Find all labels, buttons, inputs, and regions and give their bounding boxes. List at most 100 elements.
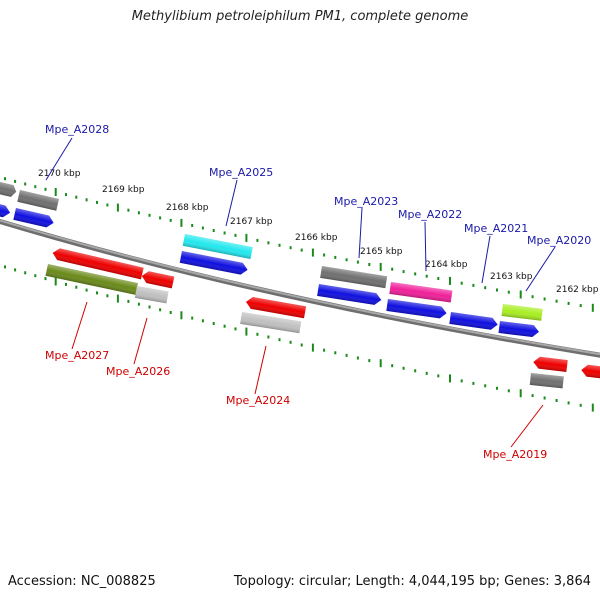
gene-label[interactable]: Mpe_A2023 (334, 195, 398, 208)
backbone (0, 218, 600, 358)
minor-tick (267, 241, 270, 245)
minor-tick (531, 394, 534, 398)
minor-tick (507, 389, 510, 393)
minor-tick (507, 290, 510, 294)
major-tick (591, 403, 594, 412)
gene-label[interactable]: Mpe_A2027 (45, 349, 109, 362)
major-tick (379, 262, 382, 271)
major-tick (116, 294, 119, 303)
major-tick (449, 276, 451, 285)
gene-arrow[interactable] (317, 284, 382, 306)
map-title: Methylibium petroleiphilum PM1, complete… (131, 9, 469, 24)
upper-tick-ring (4, 177, 594, 312)
gene-label[interactable]: Mpe_A2020 (527, 234, 591, 247)
kbp-label: 2165 kbp (360, 247, 403, 257)
gene-arrow[interactable] (320, 266, 388, 289)
gene-arrow[interactable] (581, 364, 600, 380)
major-tick (519, 389, 522, 398)
gene-arrow[interactable] (0, 202, 11, 219)
minor-tick (484, 384, 487, 388)
gene-label[interactable]: Mpe_A2022 (398, 208, 462, 221)
gene-arrow[interactable] (17, 190, 59, 211)
minor-tick (234, 233, 237, 237)
gene-arrow[interactable] (533, 356, 568, 373)
kbp-label: 2164 kbp (425, 260, 468, 270)
minor-tick (300, 343, 303, 347)
minor-tick (212, 229, 215, 232)
minor-tick (65, 282, 67, 286)
minor-tick (234, 327, 237, 331)
minor-tick (391, 364, 394, 368)
minor-tick (191, 224, 194, 227)
gene-arrow[interactable] (134, 286, 169, 304)
minor-tick (75, 285, 78, 289)
gene-arrow[interactable] (501, 304, 543, 321)
gene-label[interactable]: Mpe_A2028 (45, 123, 109, 136)
gene-arrow[interactable] (45, 264, 138, 295)
minor-tick (65, 193, 67, 197)
minor-tick (159, 308, 162, 312)
minor-tick (425, 371, 428, 375)
gene-arrow[interactable] (179, 251, 249, 276)
minor-tick (289, 246, 292, 250)
minor-tick (496, 288, 498, 292)
minor-tick (169, 311, 172, 314)
gene-arrow[interactable] (141, 270, 175, 289)
minor-tick (555, 299, 558, 303)
gene-label[interactable]: Mpe_A2021 (464, 222, 528, 235)
gene-arrow[interactable] (240, 312, 302, 334)
minor-tick (402, 270, 405, 274)
gene-arrow[interactable] (51, 247, 144, 280)
gene-arrow[interactable] (182, 234, 253, 259)
gene-arrow[interactable] (389, 282, 453, 303)
minor-tick (402, 366, 405, 370)
major-tick (180, 311, 183, 320)
minor-tick (555, 399, 558, 402)
minor-tick (531, 295, 534, 299)
gene-arrow[interactable] (449, 312, 498, 331)
minor-tick (543, 396, 546, 400)
kbp-label: 2163 kbp (490, 272, 533, 282)
minor-tick (106, 294, 109, 298)
minor-tick (579, 304, 582, 308)
major-tick (245, 233, 248, 242)
minor-tick (256, 332, 259, 336)
gene-arrow[interactable] (529, 373, 564, 389)
lower-tick-ring (4, 265, 594, 412)
minor-tick (137, 211, 140, 215)
gene-arrow[interactable] (386, 299, 447, 319)
minor-tick (127, 208, 130, 212)
minor-tick (75, 195, 78, 199)
gene-label[interactable]: Mpe_A2024 (226, 394, 290, 407)
kbp-label: 2168 kbp (166, 203, 209, 213)
minor-tick (414, 272, 417, 276)
minor-tick (14, 268, 17, 272)
minor-tick (24, 182, 27, 186)
gene-label[interactable]: Mpe_A2025 (209, 166, 273, 179)
minor-tick (414, 369, 417, 373)
gene-arrow[interactable] (498, 321, 540, 338)
major-tick (379, 359, 382, 368)
reverse-genes (45, 247, 600, 389)
minor-tick (368, 263, 371, 266)
major-tick (311, 343, 314, 352)
minor-tick (496, 386, 498, 390)
major-tick (245, 327, 248, 336)
forward-genes (0, 179, 543, 338)
gene-label[interactable]: Mpe_A2019 (483, 448, 547, 461)
minor-tick (85, 198, 88, 202)
gene-arrow[interactable] (13, 208, 55, 229)
minor-tick (148, 305, 151, 309)
minor-tick (256, 238, 259, 242)
minor-tick (44, 277, 47, 281)
gene-arrow[interactable] (245, 296, 307, 319)
minor-tick (44, 187, 47, 191)
minor-tick (4, 177, 6, 181)
minor-tick (201, 319, 204, 323)
major-tick (54, 277, 57, 286)
gene-label[interactable]: Mpe_A2026 (106, 365, 170, 378)
minor-tick (300, 248, 303, 252)
minor-tick (148, 213, 151, 217)
gene-arrow[interactable] (0, 179, 18, 198)
